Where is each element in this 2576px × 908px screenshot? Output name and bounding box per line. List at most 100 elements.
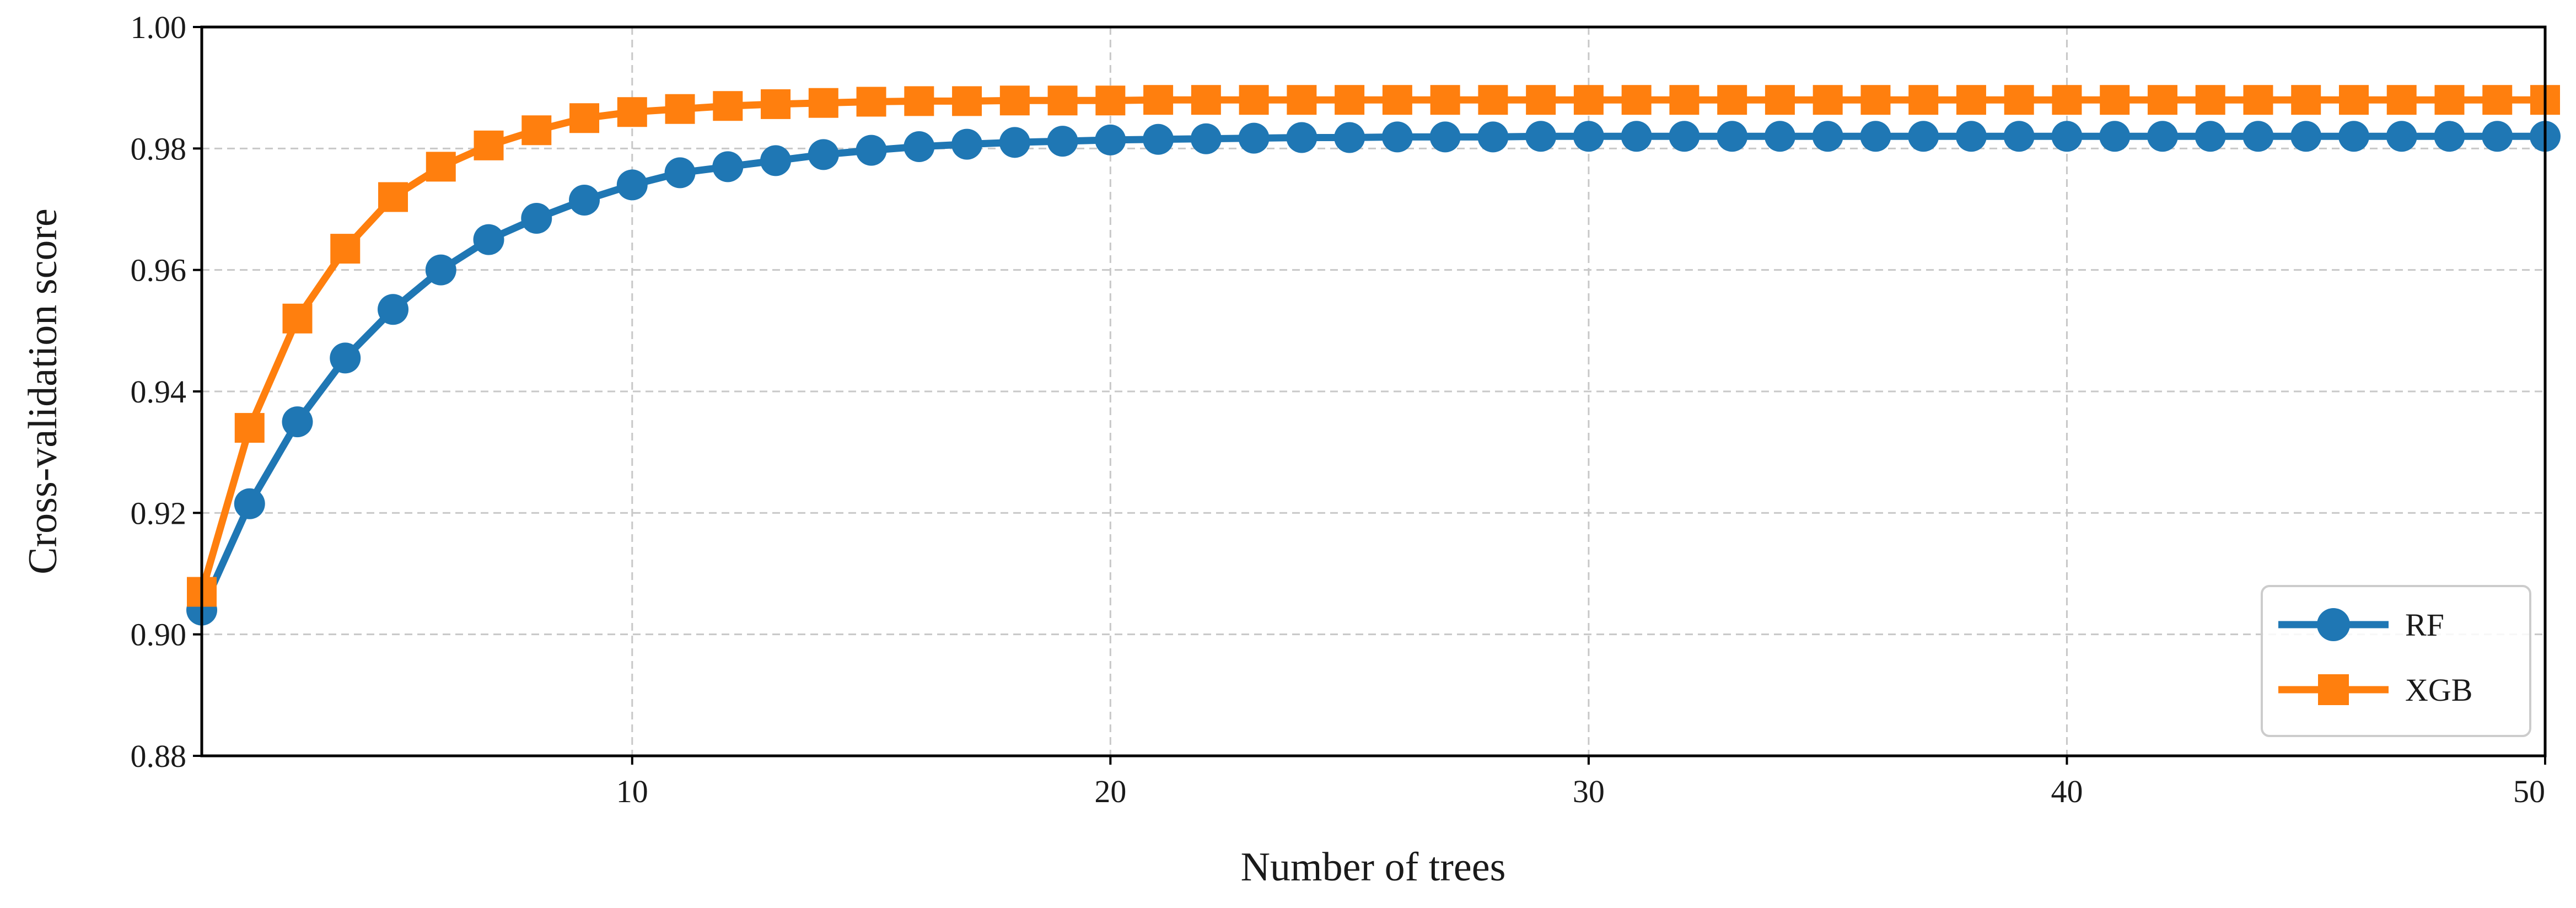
data-point [2290,121,2322,152]
data-point [2482,121,2513,152]
data-point [330,342,361,374]
y-tick-label: 0.94 [131,374,187,410]
legend-item-xgb: XGB [2278,672,2472,708]
data-point [1621,121,1652,152]
tick-layer: 0.88 0.90 0.92 0.94 0.96 0.98 1.00 10 20 30 40 50 [131,9,2546,809]
data-point [1573,85,1604,115]
data-point [1717,121,1748,152]
data-point [521,203,552,234]
x-axis-title: Number of trees [1241,845,1506,890]
data-point [1860,85,1891,115]
data-point [952,86,982,116]
data-point [2195,121,2226,152]
data-point [1095,85,1126,116]
data-point [2147,85,2177,115]
data-point [1477,121,1509,153]
x-tick-label: 40 [2051,773,2083,809]
data-point [473,224,504,255]
data-point [1095,124,1126,155]
data-point [856,87,886,117]
data-point [856,135,887,166]
data-point [760,145,792,176]
data-point [1238,122,1270,154]
data-point [1047,85,1078,116]
series-layer [186,85,2561,626]
data-point [1382,85,1412,115]
data-point [425,254,456,286]
data-point [234,413,265,443]
data-point [664,157,696,189]
data-point [1287,85,1317,115]
legend-marker [2317,608,2350,641]
data-point [904,86,934,116]
y-tick-label: 0.88 [131,738,187,774]
data-point [1812,121,1843,152]
data-point [2147,121,2178,152]
data-point [330,234,361,264]
data-point [1908,85,1939,115]
data-point [569,184,600,216]
data-point [1526,85,1556,115]
data-point [808,139,839,170]
data-point [1478,85,1508,115]
series-rf [186,121,2561,626]
data-point [1143,85,1174,115]
data-point [1047,126,1078,157]
legend: RF XGB [2261,585,2531,737]
data-point [2434,85,2465,115]
data-point [1955,121,1987,152]
data-point [1956,85,1986,115]
data-point [712,151,744,182]
y-tick-label: 0.96 [131,252,187,288]
data-point [2051,121,2083,152]
data-point [761,89,791,119]
data-point [2195,85,2225,115]
data-point [999,127,1030,158]
data-point [2338,85,2369,115]
data-point [2386,121,2417,152]
data-point [1908,121,1939,152]
data-point [234,488,265,519]
x-tick-label: 50 [2513,773,2545,809]
data-point [1286,122,1317,153]
data-point [1191,85,1221,115]
data-point [2242,121,2274,152]
data-point [2291,85,2321,115]
data-point [426,152,456,182]
x-tick-label: 10 [616,773,648,809]
data-point [1765,85,1795,115]
x-tick-label: 20 [1094,773,1126,809]
y-tick-label: 0.92 [131,495,187,531]
data-point [1621,85,1652,115]
data-point [951,128,983,160]
data-point [999,85,1030,116]
data-point [616,169,648,201]
legend-label: XGB [2405,672,2472,708]
data-point [1335,85,1365,115]
data-point [474,130,504,160]
data-point [1860,121,1891,152]
data-point [1143,123,1174,155]
data-point [1669,85,1700,115]
series-line [198,96,2545,593]
data-point [617,97,647,127]
legend-box [2261,585,2531,737]
x-tick-label: 30 [1573,773,1605,809]
series-xgb [187,85,2560,607]
data-point [378,294,409,325]
data-point [2338,121,2369,152]
data-point [2243,85,2273,115]
data-point [904,131,935,163]
data-point [2100,85,2130,115]
data-point [1190,123,1222,154]
data-point [1239,85,1269,115]
data-point [1381,121,1413,153]
legend-item-rf: RF [2278,607,2444,643]
data-point [1334,122,1365,153]
series-line [198,132,2545,612]
data-point [1813,85,1843,115]
data-point [1764,121,1795,152]
data-point [1429,121,1461,153]
